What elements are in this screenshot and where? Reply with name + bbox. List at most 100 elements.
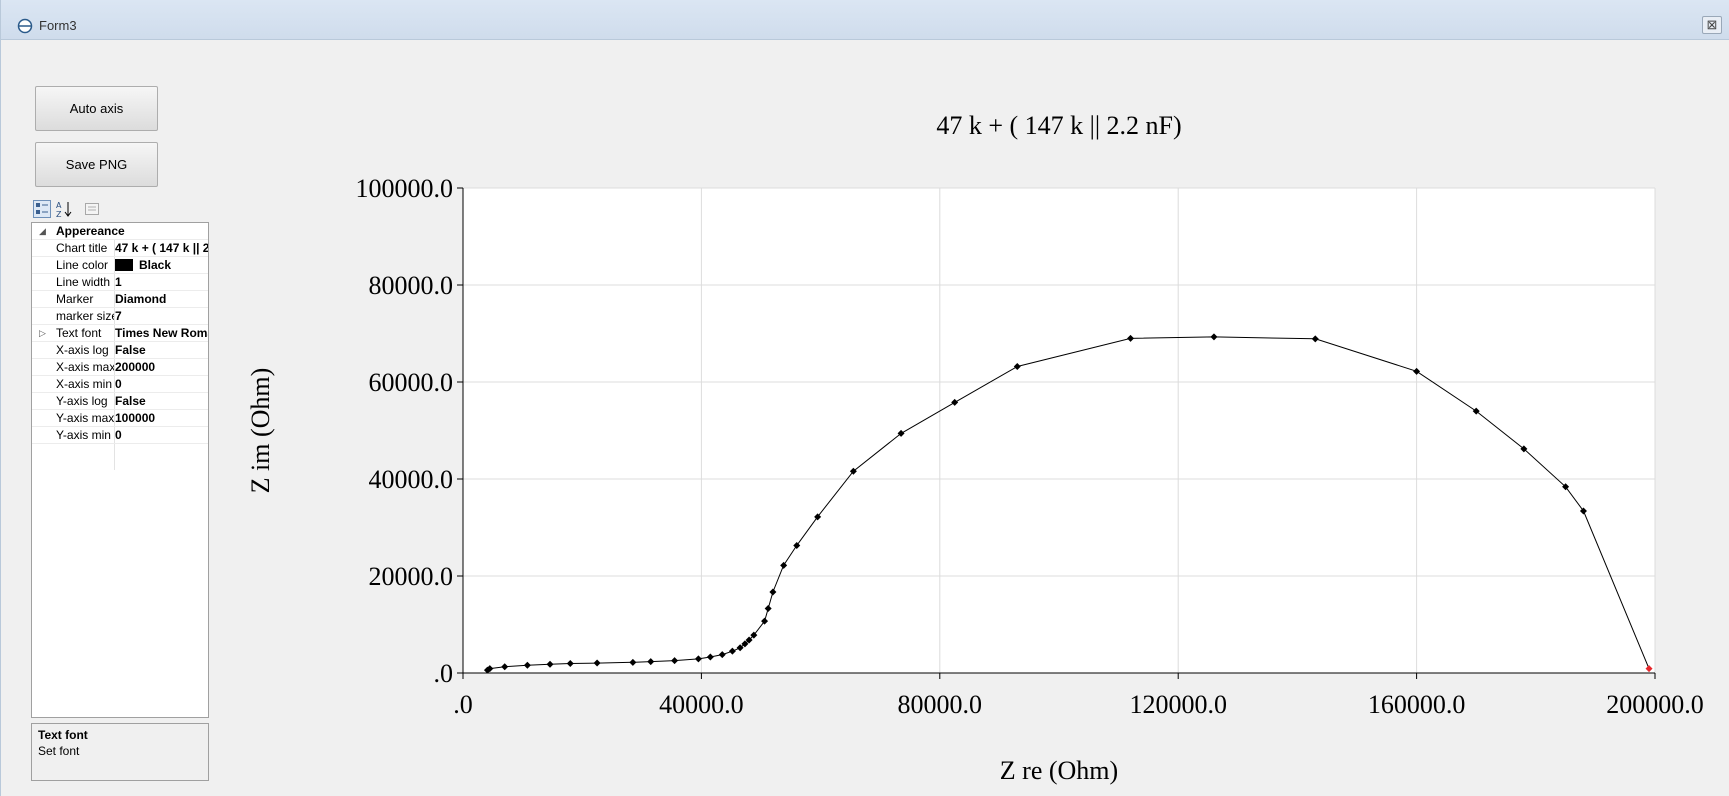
property-value[interactable]: Times New Roman [115,325,208,341]
category-row[interactable]: ◢ Appereance [32,223,208,240]
property-value-text: False [115,394,146,408]
data-point-marker [1520,445,1528,453]
save-png-button[interactable]: Save PNG [35,142,158,187]
property-pages-icon[interactable] [83,200,101,218]
property-name: Line color [56,258,109,272]
nyquist-chart: .0 40000.0 80000.0 120000.0 160000.0 200000.0… [246,111,1704,785]
property-name: Line width [56,275,111,289]
color-swatch [115,259,133,271]
property-value-text: Times New Roman [115,326,208,340]
data-point-marker [566,660,574,668]
data-point-marker [694,655,702,663]
property-value-text: 200000 [115,360,156,374]
data-point-marker [671,657,679,665]
y-tick-label: .0 [434,659,454,688]
property-value[interactable]: 0 [115,376,208,392]
property-name: X-axis max [56,360,114,374]
x-tick-label: 80000.0 [898,690,983,719]
property-value[interactable]: 47 k + ( 147 k || 2.2 nF) [115,240,208,256]
alphabetical-icon[interactable]: A Z [55,200,73,218]
categorized-icon[interactable] [33,200,51,218]
data-point-marker [706,653,714,661]
data-point-marker [1645,665,1653,673]
property-name: Chart title [56,241,108,255]
auto-axis-button[interactable]: Auto axis [35,86,158,131]
window-title: Form3 [39,18,77,33]
expand-icon[interactable]: ▷ [39,328,46,338]
x-tick-label: 200000.0 [1606,690,1704,719]
data-point-marker [523,661,531,669]
help-panel: Text font Set font [31,723,209,781]
property-row[interactable]: Marker Diamond [32,291,208,308]
data-point-marker [1013,362,1021,370]
data-point-marker [769,588,777,596]
property-grid[interactable]: ◢ Appereance Chart title 47 k + ( 147 k |… [31,222,209,718]
property-value-text: 0 [115,428,122,442]
property-name: Y-axis max [56,411,114,425]
title-bar[interactable]: Form3 ⊠ [1,0,1729,40]
property-value-text: 1 [115,275,122,289]
svg-text:Z: Z [56,210,62,218]
property-row[interactable]: Line width 1 [32,274,208,291]
property-grid-toolbar: A Z [31,197,209,221]
help-title: Text font [38,728,88,742]
y-tick-label: 100000.0 [356,174,454,203]
property-row[interactable]: X-axis min 0 [32,376,208,393]
property-row[interactable]: Y-axis max 100000 [32,410,208,427]
y-tick-label: 40000.0 [369,465,454,494]
data-point-marker [1472,407,1480,415]
property-name: marker size [56,309,114,323]
svg-text:A: A [56,201,62,210]
data-point-marker [1579,507,1587,515]
x-tick-label: 120000.0 [1129,690,1227,719]
data-point-marker [849,467,857,475]
data-point-marker [1127,334,1135,342]
property-name: Y-axis min [56,428,111,442]
column-divider[interactable] [114,240,115,470]
property-value-text: 47 k + ( 147 k || 2.2 nF) [115,241,208,255]
property-row[interactable]: marker size 7 [32,308,208,325]
data-point-marker [546,660,554,668]
data-point-marker [897,429,905,437]
category-label: Appereance [56,224,125,238]
data-point-marker [486,665,494,673]
property-value-text: Diamond [115,292,167,306]
property-value-text: Black [139,258,172,272]
y-tick-label: 60000.0 [369,368,454,397]
property-value[interactable]: False [115,393,208,409]
property-row[interactable]: Line color Black [32,257,208,274]
property-value[interactable]: Diamond [115,291,208,307]
property-name: Marker [56,292,94,306]
property-value[interactable]: Black [115,257,208,273]
collapse-icon[interactable]: ◢ [39,226,46,236]
property-value[interactable]: 100000 [115,410,208,426]
data-point-marker [764,604,772,612]
property-value-text: 7 [115,309,122,323]
property-name: Text font [56,326,102,340]
property-row[interactable]: X-axis log False [32,342,208,359]
property-value-text: 0 [115,377,122,391]
property-value[interactable]: 1 [115,274,208,290]
property-value-text: False [115,343,146,357]
property-value[interactable]: False [115,342,208,358]
close-icon[interactable]: ⊠ [1702,16,1722,34]
property-value[interactable]: 200000 [115,359,208,375]
property-value[interactable]: 0 [115,427,208,443]
x-axis-label: Z re (Ohm) [1000,756,1118,785]
property-value[interactable]: 7 [115,308,208,324]
data-point-marker [750,631,758,639]
property-row[interactable]: X-axis max 200000 [32,359,208,376]
data-point-marker [736,644,744,652]
data-point-marker [593,659,601,667]
plot-area [463,188,1655,673]
data-point-marker [761,617,769,625]
property-row[interactable]: ▷ Text font Times New Roman [32,325,208,342]
property-row[interactable]: Y-axis log False [32,393,208,410]
x-tick-label: 40000.0 [659,690,744,719]
app-icon [17,18,33,34]
property-row[interactable]: Chart title 47 k + ( 147 k || 2.2 nF) [32,240,208,257]
property-row[interactable]: Y-axis min 0 [32,427,208,444]
property-name: Y-axis log [56,394,108,408]
data-point-marker [951,398,959,406]
